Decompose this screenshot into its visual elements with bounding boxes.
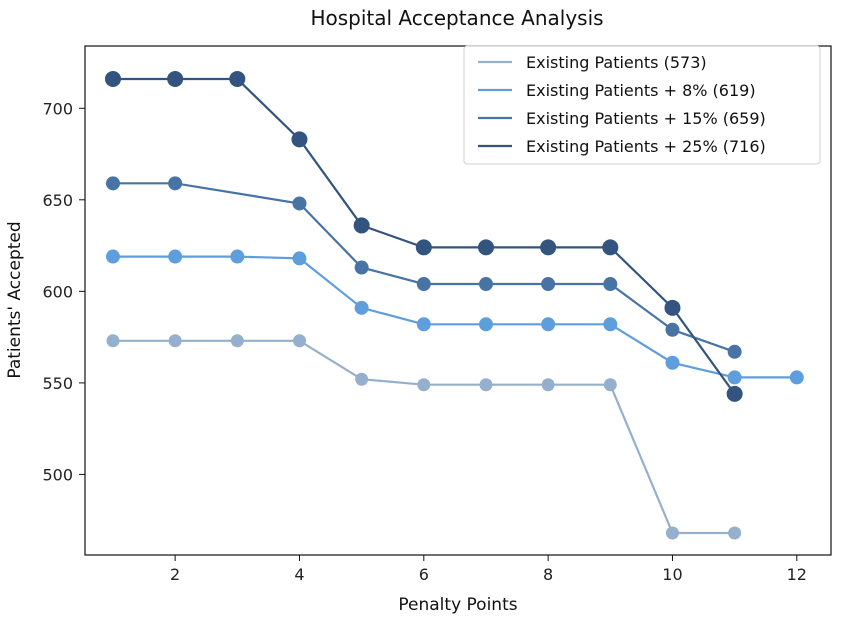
data-point — [168, 334, 182, 348]
data-point — [167, 70, 184, 87]
data-point — [168, 249, 183, 264]
chart-title: Hospital Acceptance Analysis — [310, 6, 603, 30]
data-point — [541, 277, 556, 292]
series-line — [113, 255, 797, 379]
data-point — [603, 378, 617, 392]
data-point — [292, 334, 306, 348]
legend-label: Existing Patients + 25% (716) — [526, 137, 766, 156]
x-tick-label: 6 — [419, 565, 429, 584]
data-point — [230, 249, 245, 264]
plot-area — [84, 45, 832, 556]
data-point — [105, 176, 120, 191]
data-point — [540, 239, 557, 256]
data-point — [354, 260, 369, 275]
data-point — [106, 334, 120, 348]
legend-box — [463, 45, 821, 165]
series-line — [113, 339, 735, 535]
x-axis-title: Penalty Points — [398, 595, 517, 615]
y-tick-label: 700 — [42, 99, 73, 118]
series-layer — [104, 70, 804, 540]
series-line — [113, 182, 735, 353]
data-point — [727, 344, 742, 359]
x-tick-label: 8 — [543, 565, 553, 584]
data-point — [477, 239, 494, 256]
data-point — [291, 131, 308, 148]
data-point — [665, 355, 680, 370]
x-tick-label: 4 — [294, 565, 304, 584]
data-point — [727, 370, 742, 385]
data-point — [603, 277, 618, 292]
legend-label: Existing Patients + 15% (659) — [526, 109, 766, 128]
y-axis: 500 550 600 650 700 — [42, 99, 85, 484]
data-point — [603, 317, 618, 332]
data-point — [478, 277, 493, 292]
data-point — [168, 176, 183, 191]
legend-label: Existing Patients + 8% (619) — [526, 81, 756, 100]
data-point — [353, 217, 370, 234]
data-point — [416, 277, 431, 292]
x-axis: 2 4 6 8 10 12 — [170, 555, 807, 584]
data-point — [728, 526, 742, 540]
y-tick-label: 650 — [42, 191, 73, 210]
data-point — [665, 322, 680, 337]
data-point — [415, 239, 432, 256]
data-point — [417, 378, 431, 392]
y-axis-title: Patients' Accepted — [5, 221, 25, 378]
data-point — [665, 526, 679, 540]
data-point — [229, 70, 246, 87]
data-point — [292, 196, 307, 211]
data-point — [541, 317, 556, 332]
data-point — [230, 334, 244, 348]
data-point — [105, 249, 120, 264]
series-4 — [104, 70, 743, 402]
x-tick-label: 12 — [787, 565, 807, 584]
data-point — [478, 317, 493, 332]
x-tick-label: 10 — [662, 565, 682, 584]
data-point — [602, 239, 619, 256]
data-point — [726, 385, 743, 402]
series-1 — [106, 334, 742, 540]
data-point — [541, 378, 555, 392]
legend: Existing Patients (573) Existing Patients… — [463, 45, 821, 165]
data-point — [789, 370, 804, 385]
legend-label: Existing Patients (573) — [526, 53, 707, 72]
series-3 — [105, 176, 742, 359]
y-tick-label: 600 — [42, 282, 73, 301]
data-point — [104, 70, 121, 87]
x-tick-label: 2 — [170, 565, 180, 584]
data-point — [354, 300, 369, 315]
series-2 — [105, 249, 804, 385]
y-tick-label: 500 — [42, 465, 73, 484]
data-point — [355, 372, 369, 386]
y-tick-label: 550 — [42, 374, 73, 393]
data-point — [416, 317, 431, 332]
data-point — [664, 299, 681, 316]
data-point — [292, 251, 307, 266]
data-point — [479, 378, 493, 392]
